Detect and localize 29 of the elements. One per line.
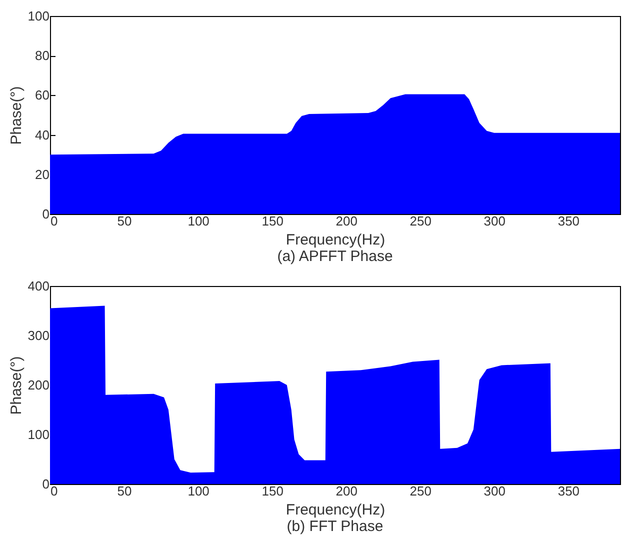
x-tick-label: 250 [410, 214, 432, 228]
x-tick-label: 50 [117, 214, 132, 228]
x-tick-label: 50 [117, 484, 132, 498]
y-tick-label: 80 [35, 48, 50, 64]
x-tick-label: 200 [336, 484, 358, 498]
y-tick-label: 40 [35, 127, 50, 142]
x-tick-label: 150 [262, 484, 284, 498]
y-tick-label: 300 [28, 328, 50, 343]
y-axis-title: Phase(°) [8, 356, 25, 415]
x-tick-label: 150 [262, 214, 284, 228]
y-tick-label: 400 [28, 278, 50, 294]
y-tick-label: 100 [28, 8, 50, 24]
text: (b) FFT Phase [286, 518, 384, 535]
y-tick-label: 100 [28, 427, 50, 442]
x-tick-label: 200 [336, 214, 358, 228]
y-tick-label: 200 [28, 378, 50, 392]
x-axis-title: Frequency(Hz) [286, 232, 386, 248]
x-tick-label: 100 [188, 214, 210, 228]
x-tick-label: 250 [410, 484, 432, 498]
y-axis-title: Phase(°) [8, 86, 25, 145]
x-tick-label: 300 [484, 214, 506, 228]
x-axis-title: Frequency(Hz) [286, 502, 386, 518]
y-tick-label: 20 [35, 166, 50, 182]
x-tick-label: 350 [558, 214, 580, 228]
text: (a) APFFT Phase [277, 248, 393, 265]
x-tick-label: 350 [558, 484, 580, 498]
x-tick-label: 300 [484, 484, 506, 498]
x-tick-label: 100 [188, 484, 210, 498]
y-tick-label: 60 [35, 88, 50, 103]
